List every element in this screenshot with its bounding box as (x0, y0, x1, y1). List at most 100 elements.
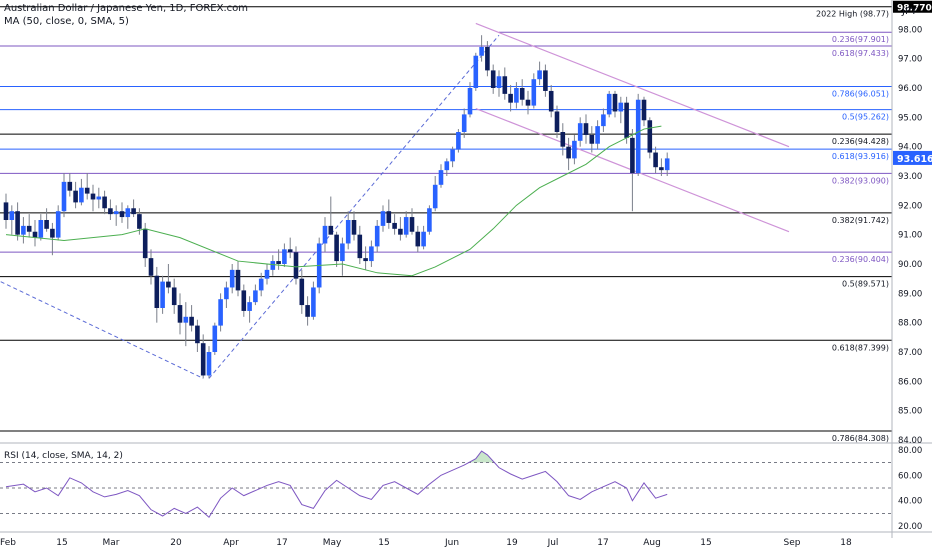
rsi-tick-label: 80.00 (898, 446, 922, 456)
rsi-line (5, 450, 668, 519)
high-price-label: 98.770 (897, 4, 932, 14)
price-tick-label: 98.00 (898, 25, 922, 35)
candle-body (514, 88, 519, 103)
candle-body (125, 208, 131, 218)
candle-body (96, 196, 102, 200)
candle-body (3, 202, 9, 220)
price-tick-label: 90.00 (898, 260, 922, 270)
fib-label: 0.618(93.916) (832, 152, 889, 161)
ma-line (5, 125, 662, 277)
candle-body (531, 79, 537, 106)
candle-body (369, 246, 374, 262)
time-tick-label: Mar (103, 538, 120, 548)
candle-body (519, 88, 525, 100)
fib-label: 0.382(93.090) (832, 176, 889, 185)
candle-body (241, 290, 247, 311)
candle-body (264, 269, 270, 279)
candle-body (299, 278, 305, 306)
fib-label: 0.236(94.428) (832, 137, 889, 146)
time-tick-label: 15 (378, 538, 389, 548)
candle-body (148, 258, 154, 276)
candle-body (131, 208, 136, 215)
candle-body (490, 70, 496, 88)
candle-body (659, 167, 664, 171)
candle-body (282, 249, 287, 264)
candle-body (276, 261, 281, 264)
price-tick-label: 95.00 (898, 113, 922, 123)
trend-lines (0, 22, 790, 379)
price-tick-label: 84.00 (898, 436, 922, 446)
candle-body (258, 278, 264, 291)
time-tick-label: Feb (0, 538, 16, 548)
candle-body (473, 55, 479, 88)
candle-body (305, 305, 310, 317)
candle-body (50, 228, 55, 238)
fib-label: 0.5(89.571) (842, 280, 889, 289)
fib-label: 0.786(96.051) (832, 90, 889, 99)
fib-label: 0.786(84.308) (832, 434, 889, 443)
fib-label: 0.382(91.742) (832, 216, 889, 225)
last-price-tag (893, 150, 932, 165)
currency-label[interactable]: JPY (902, 6, 917, 17)
fib-label: 0.236(97.901) (832, 35, 889, 44)
channel-line (475, 22, 790, 148)
time-tick-label: Sep (784, 538, 801, 548)
candle-body (432, 184, 438, 209)
candle-body (189, 316, 194, 326)
price-tick-label: 88.00 (898, 319, 922, 329)
candle-body (44, 220, 49, 229)
candle-body (340, 243, 345, 262)
candle-body (108, 208, 113, 215)
candle-body (90, 193, 96, 200)
candle-body (543, 70, 548, 91)
candle-body (345, 220, 351, 244)
candle-body (183, 316, 189, 323)
time-tick-label: 19 (506, 538, 518, 548)
candle-body (119, 211, 125, 218)
price-tick-label: 85.00 (898, 407, 922, 417)
candle-body (357, 234, 363, 259)
candle-body (409, 217, 415, 232)
candle-body (79, 187, 84, 203)
candle-body (566, 146, 571, 159)
high-price-tag (893, 0, 932, 13)
candle-body (606, 93, 612, 115)
candle-body (73, 190, 78, 203)
candle-body (322, 225, 328, 244)
candle-body (612, 93, 618, 112)
candle-body (374, 225, 380, 247)
rsi-tick-label: 40.00 (898, 497, 922, 507)
time-tick-label: 17 (597, 538, 608, 548)
candle-body (548, 90, 554, 112)
candle-body (601, 114, 606, 127)
last-price-label: 93.616 (897, 154, 932, 165)
fib-label: 2022 High (98.77) (816, 10, 889, 19)
candle-body (363, 258, 368, 262)
candle-body (84, 187, 90, 194)
candle-body (67, 181, 73, 191)
time-tick-label: Apr (223, 538, 239, 548)
candle-body (618, 102, 624, 112)
candle-body (26, 225, 32, 232)
candle-body (195, 325, 200, 344)
candle-body (113, 211, 119, 215)
candle-body (664, 158, 670, 171)
candles (3, 35, 670, 379)
chart-title: Australian Dollar / Japanese Yen, 1D, FO… (4, 3, 248, 14)
candle-body (15, 211, 20, 235)
candle-body (38, 220, 44, 238)
candle-body (624, 102, 629, 138)
candle-body (589, 134, 595, 144)
candle-body (55, 211, 61, 238)
candle-body (508, 93, 513, 103)
candle-body (287, 249, 293, 253)
candle-body (450, 149, 455, 162)
price-tick-label: 92.00 (898, 201, 922, 211)
candle-body (137, 214, 142, 229)
candle-body (311, 287, 316, 317)
candle-body (270, 261, 276, 270)
time-tick-label: 15 (700, 538, 711, 548)
rsi-overbought-fill (6, 451, 668, 463)
price-tick-label: 86.00 (898, 377, 922, 387)
candle-body (218, 299, 223, 326)
